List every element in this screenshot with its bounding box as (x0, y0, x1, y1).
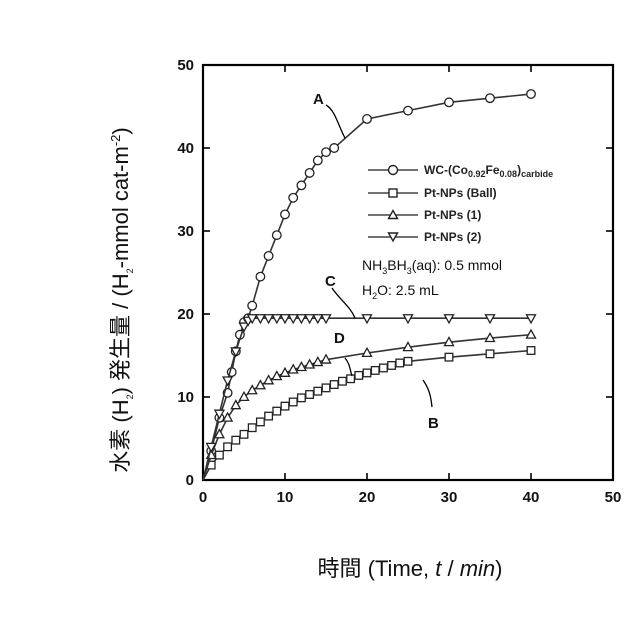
curve-label-b: B (428, 415, 439, 432)
data-point (330, 144, 339, 153)
data-point (289, 398, 297, 406)
data-point (273, 407, 281, 415)
y-tick-label: 20 (177, 306, 194, 323)
curve-label-group-a: A (313, 91, 345, 138)
data-point (314, 387, 322, 395)
leader-line-b (423, 380, 432, 407)
x-tick-label: 20 (359, 489, 376, 506)
data-point (355, 372, 363, 380)
data-point (264, 252, 273, 261)
x-tick-label: 30 (441, 489, 458, 506)
leader-line-c (332, 288, 355, 318)
data-point (322, 148, 331, 157)
leader-line-d (345, 358, 352, 376)
curve-label-c: C (325, 273, 336, 290)
data-point (363, 369, 371, 377)
legend-marker-a (389, 166, 398, 175)
data-point (322, 384, 330, 392)
data-point (248, 301, 257, 310)
data-point (216, 451, 224, 459)
condition-water: H2O: 2.5 mL (362, 282, 439, 301)
data-point (281, 402, 289, 410)
data-point (240, 431, 248, 439)
x-axis-title: 時間 (Time, t / min) (318, 556, 503, 581)
leader-line-a (326, 105, 345, 138)
data-point (257, 418, 265, 426)
data-point (347, 375, 355, 383)
legend-label-a: WC-(Co0.92Fe0.08)carbide (424, 163, 553, 179)
series-c (203, 315, 536, 480)
x-tick-label: 0 (199, 489, 207, 506)
data-point (256, 381, 265, 389)
legend-marker-b (389, 189, 397, 197)
data-point (388, 362, 396, 370)
y-tick-label: 50 (177, 57, 194, 74)
y-axis-title: 水素 (H2) 発生量 / (H2-mmol cat-m-2) (108, 127, 135, 472)
data-point (265, 412, 273, 420)
legend-entry-a: WC-(Co0.92Fe0.08)carbide (368, 163, 553, 179)
condition-ammonia-borane: NH3BH3(aq): 0.5 mmol (362, 257, 502, 276)
data-point (298, 394, 306, 402)
data-point (404, 358, 412, 366)
data-point (363, 115, 372, 124)
data-point (445, 353, 453, 361)
series-line-c (203, 318, 531, 480)
x-tick-label: 40 (523, 489, 540, 506)
data-point (248, 386, 257, 394)
data-point (273, 231, 282, 240)
x-tick-label: 50 (605, 489, 622, 506)
data-point (248, 424, 256, 432)
legend-label-b: Pt-NPs (Ball) (424, 186, 497, 200)
legend-entry-c: Pt-NPs (2) (368, 230, 481, 244)
data-point (330, 381, 338, 389)
data-point (224, 443, 232, 451)
data-point (404, 106, 413, 115)
data-point (305, 169, 314, 178)
data-point (256, 272, 265, 281)
curve-label-a: A (313, 91, 324, 108)
data-point (223, 377, 232, 385)
curve-label-d: D (334, 330, 345, 347)
data-point (486, 94, 495, 103)
data-point (527, 347, 535, 355)
curve-label-group-c: C (325, 273, 355, 318)
data-point (297, 181, 306, 190)
data-point (281, 210, 290, 219)
legend-entry-d: Pt-NPs (1) (368, 208, 481, 222)
data-point (527, 90, 536, 99)
legend-label-d: Pt-NPs (1) (424, 208, 481, 222)
y-tick-label: 10 (177, 389, 194, 406)
curve-label-group-d: D (334, 330, 352, 376)
y-tick-label: 30 (177, 223, 194, 240)
legend-entry-b: Pt-NPs (Ball) (368, 186, 497, 200)
data-point (486, 350, 494, 358)
y-tick-label: 40 (177, 140, 194, 157)
data-point (445, 98, 454, 107)
legend-label-c: Pt-NPs (2) (424, 230, 481, 244)
curve-label-group-b: B (423, 380, 439, 432)
data-point (380, 364, 388, 372)
data-point (232, 436, 240, 444)
x-tick-label: 10 (277, 489, 294, 506)
data-point (314, 156, 323, 165)
data-point (371, 367, 379, 375)
data-point (289, 194, 298, 203)
data-point (306, 391, 314, 399)
data-point (396, 359, 404, 367)
legend: WC-(Co0.92Fe0.08)carbide Pt-NPs (Ball) P… (368, 163, 553, 244)
data-point (527, 330, 536, 338)
y-tick-label: 0 (186, 472, 194, 489)
data-point (339, 377, 347, 385)
series-b (203, 347, 535, 480)
